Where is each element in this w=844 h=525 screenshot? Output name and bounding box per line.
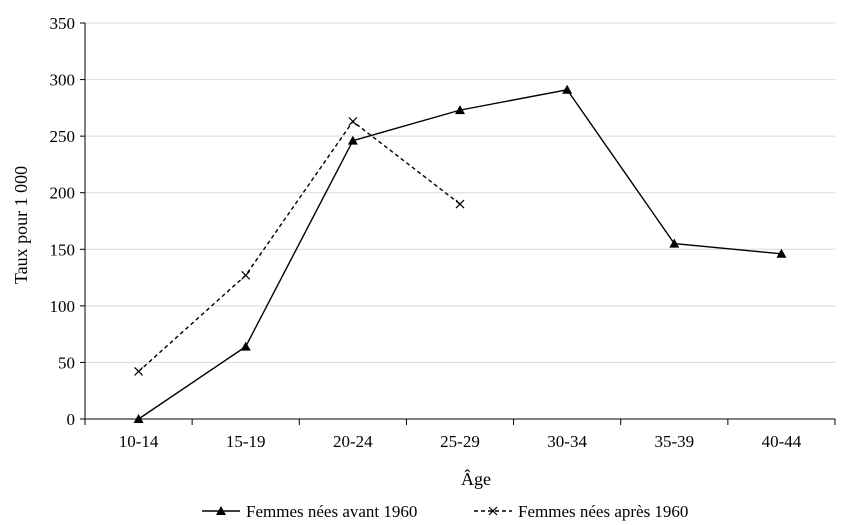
x-tick-label: 10-14 bbox=[119, 432, 159, 451]
legend: Femmes nées avant 1960 Femmes nées après … bbox=[202, 502, 688, 521]
y-tick-label: 0 bbox=[67, 410, 76, 429]
x-tick-label: 40-44 bbox=[762, 432, 802, 451]
y-tick-label: 150 bbox=[50, 240, 76, 259]
y-tick-label: 300 bbox=[50, 71, 76, 90]
x-tick-labels: 10-14 15-19 20-24 25-29 30-34 35-39 40-44 bbox=[119, 432, 802, 451]
x-tick-label: 25-29 bbox=[440, 432, 480, 451]
y-tick-label: 350 bbox=[50, 14, 76, 33]
data-point bbox=[562, 84, 573, 94]
legend-marker-2 bbox=[488, 506, 498, 516]
y-tick-label: 200 bbox=[50, 184, 76, 203]
x-tick-label: 35-39 bbox=[654, 432, 694, 451]
data-point bbox=[455, 105, 465, 115]
x-marker-stroke bbox=[134, 367, 143, 376]
series-line-2 bbox=[138, 120, 461, 373]
series-line-1 bbox=[138, 88, 782, 420]
data-point bbox=[776, 248, 787, 258]
data-point bbox=[347, 135, 358, 145]
x-tick-label: 20-24 bbox=[333, 432, 373, 451]
x-marker-stroke bbox=[455, 199, 465, 209]
x-marker-stroke bbox=[241, 270, 251, 280]
y-tick-label: 100 bbox=[50, 297, 76, 316]
y-axis-title: Taux pour 1 000 bbox=[11, 166, 31, 284]
series-layer bbox=[133, 84, 787, 423]
x-marker-stroke bbox=[488, 506, 498, 516]
data-point bbox=[240, 341, 251, 351]
x-tick-label: 30-34 bbox=[547, 432, 587, 451]
x-marker-stroke bbox=[348, 117, 358, 126]
x-tick-label: 15-19 bbox=[226, 432, 266, 451]
data-point bbox=[348, 117, 358, 126]
data-point bbox=[133, 414, 144, 423]
gridlines bbox=[85, 22, 835, 363]
axes bbox=[80, 22, 836, 425]
legend-marker-1 bbox=[216, 506, 226, 515]
y-tick-labels: 0 50 100 150 200 250 300 350 bbox=[50, 14, 76, 429]
data-point bbox=[669, 238, 680, 248]
data-point bbox=[455, 199, 465, 209]
data-point bbox=[134, 367, 143, 376]
x-axis-title: Âge bbox=[461, 468, 491, 489]
y-tick-label: 50 bbox=[58, 353, 75, 372]
data-point bbox=[241, 270, 251, 280]
legend-label-2: Femmes nées après 1960 bbox=[518, 502, 688, 521]
legend-label-1: Femmes nées avant 1960 bbox=[246, 502, 417, 521]
y-tick-label: 250 bbox=[50, 127, 76, 146]
